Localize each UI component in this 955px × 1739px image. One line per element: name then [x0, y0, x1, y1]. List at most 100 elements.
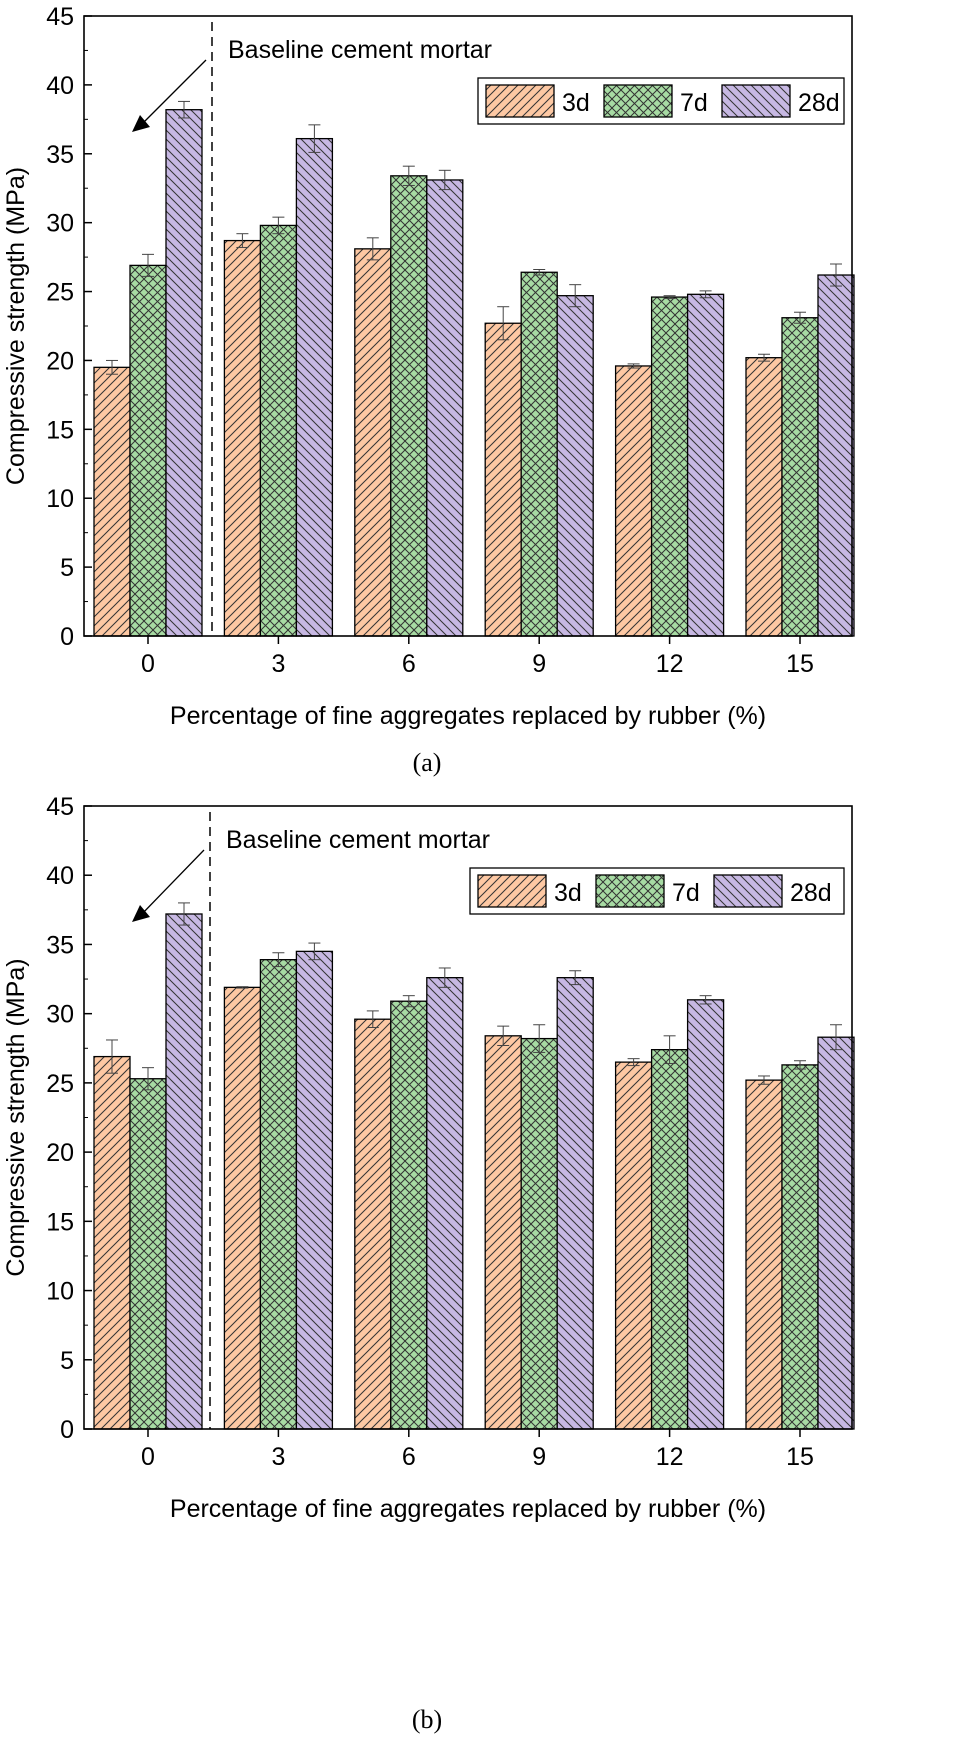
legend-swatch-7d [603, 84, 673, 118]
error-bar-28d-9 [569, 284, 582, 308]
bar-7d-9 [520, 1037, 558, 1430]
bar-3d-9 [484, 322, 522, 637]
error-bar-3d-9 [497, 306, 510, 341]
bar-28d-0 [165, 109, 203, 637]
x-tick-label: 6 [402, 1443, 416, 1471]
error-bar-7d-6 [402, 165, 415, 186]
x-tick-label: 15 [786, 1443, 814, 1471]
error-bar-7d-3 [272, 216, 285, 235]
bar-3d-0 [93, 366, 131, 637]
error-bar-3d-3 [236, 233, 249, 248]
y-tick-label: 40 [46, 862, 74, 890]
annotation-text: Baseline cement mortar [228, 36, 492, 64]
legend-swatch-3d [485, 84, 555, 118]
bar-7d-3 [259, 959, 298, 1430]
error-bar-28d-9 [569, 970, 582, 986]
error-bar-7d-9 [533, 1024, 546, 1053]
y-tick-label: 20 [46, 347, 74, 375]
bar-28d-6 [426, 179, 464, 637]
x-tick-label: 3 [271, 650, 285, 678]
y-tick-label: 35 [46, 141, 74, 169]
legend-label-7d: 7d [680, 89, 708, 117]
error-bar-3d-12 [627, 1058, 640, 1067]
panel-caption: (b) [412, 1705, 442, 1734]
bar-3d-15 [745, 357, 783, 637]
bar-7d-15 [781, 317, 819, 637]
y-tick-label: 5 [60, 554, 74, 582]
y-tick-label: 30 [46, 1001, 74, 1029]
bar-3d-12 [614, 1061, 653, 1430]
error-bar-28d-0 [178, 902, 190, 926]
error-bar-3d-15 [758, 1075, 770, 1085]
bar-7d-9 [520, 271, 558, 637]
y-tick-label: 5 [60, 1347, 74, 1375]
error-bar-3d-0 [106, 1039, 118, 1074]
error-bar-7d-0 [142, 253, 154, 277]
legend: 3d 7d 28d [469, 867, 845, 915]
legend-swatch-3d [477, 874, 547, 908]
bar-3d-3 [223, 986, 262, 1430]
bar-28d-3 [295, 137, 334, 637]
y-tick-label: 40 [46, 72, 74, 100]
annotation-text: Baseline cement mortar [226, 826, 490, 854]
bar-3d-12 [614, 365, 653, 637]
x-tick-label: 3 [271, 1443, 285, 1471]
y-tick-label: 0 [60, 623, 74, 651]
y-tick-label: 15 [46, 1208, 74, 1236]
bar-28d-0 [165, 913, 203, 1430]
bar-28d-3 [295, 950, 334, 1430]
y-tick-label: 10 [46, 1278, 74, 1306]
x-tick-label: 9 [532, 1443, 546, 1471]
annotation-arrow [132, 59, 207, 132]
error-bar-28d-15 [830, 1024, 842, 1051]
error-bar-28d-6 [438, 967, 451, 988]
error-bar-3d-9 [497, 1025, 510, 1047]
legend-label-28d: 28d [798, 89, 840, 117]
bar-7d-3 [259, 224, 298, 637]
bar-3d-9 [484, 1035, 522, 1430]
y-tick-label: 20 [46, 1139, 74, 1167]
error-bar-7d-0 [142, 1067, 154, 1091]
annotation-arrow [132, 849, 205, 922]
bar-7d-12 [650, 296, 689, 637]
error-bar-3d-6 [366, 1010, 379, 1029]
legend: 3d 7d 28d [477, 77, 845, 125]
y-tick-label: 15 [46, 416, 74, 444]
bar-28d-9 [556, 295, 594, 637]
y-tick-label: 35 [46, 931, 74, 959]
error-bar-7d-6 [402, 995, 415, 1008]
bar-3d-3 [223, 239, 262, 637]
error-bar-28d-0 [178, 100, 190, 119]
error-bar-28d-6 [438, 169, 451, 191]
bar-28d-9 [556, 977, 594, 1430]
bar-3d-15 [745, 1079, 783, 1430]
x-tick-label: 9 [532, 650, 546, 678]
bar-7d-6 [390, 1000, 428, 1430]
y-tick-label: 25 [46, 279, 74, 307]
y-tick-label: 10 [46, 485, 74, 513]
x-axis-label: Percentage of fine aggregates replaced b… [170, 702, 766, 730]
legend-swatch-28d [713, 874, 783, 908]
error-bar-7d-9 [533, 269, 546, 276]
chart-panel-b: 0 5 10 15 20 25 30 35 40 45 0 3 6 9 12 15 Compressive st… [2, 793, 855, 1734]
x-tick-label: 12 [656, 650, 684, 678]
error-bar-28d-3 [308, 942, 321, 961]
bar-28d-6 [426, 977, 464, 1430]
error-bar-7d-15 [794, 1060, 806, 1070]
legend-label-28d: 28d [790, 879, 832, 907]
bar-7d-6 [390, 175, 428, 637]
error-bar-7d-3 [272, 952, 285, 968]
error-bar-28d-15 [830, 263, 842, 287]
bar-7d-0 [129, 264, 167, 637]
legend-label-3d: 3d [554, 879, 582, 907]
error-bar-3d-15 [758, 353, 770, 362]
error-bar-3d-12 [627, 363, 640, 369]
bar-3d-6 [354, 248, 392, 637]
y-axis-label: Compressive strength (MPa) [2, 958, 30, 1276]
y-axis-label: Compressive strength (MPa) [2, 167, 30, 485]
bar-3d-0 [93, 1055, 131, 1430]
error-bar-28d-12 [699, 995, 712, 1005]
y-tick-label: 25 [46, 1070, 74, 1098]
error-bar-28d-3 [308, 124, 321, 153]
